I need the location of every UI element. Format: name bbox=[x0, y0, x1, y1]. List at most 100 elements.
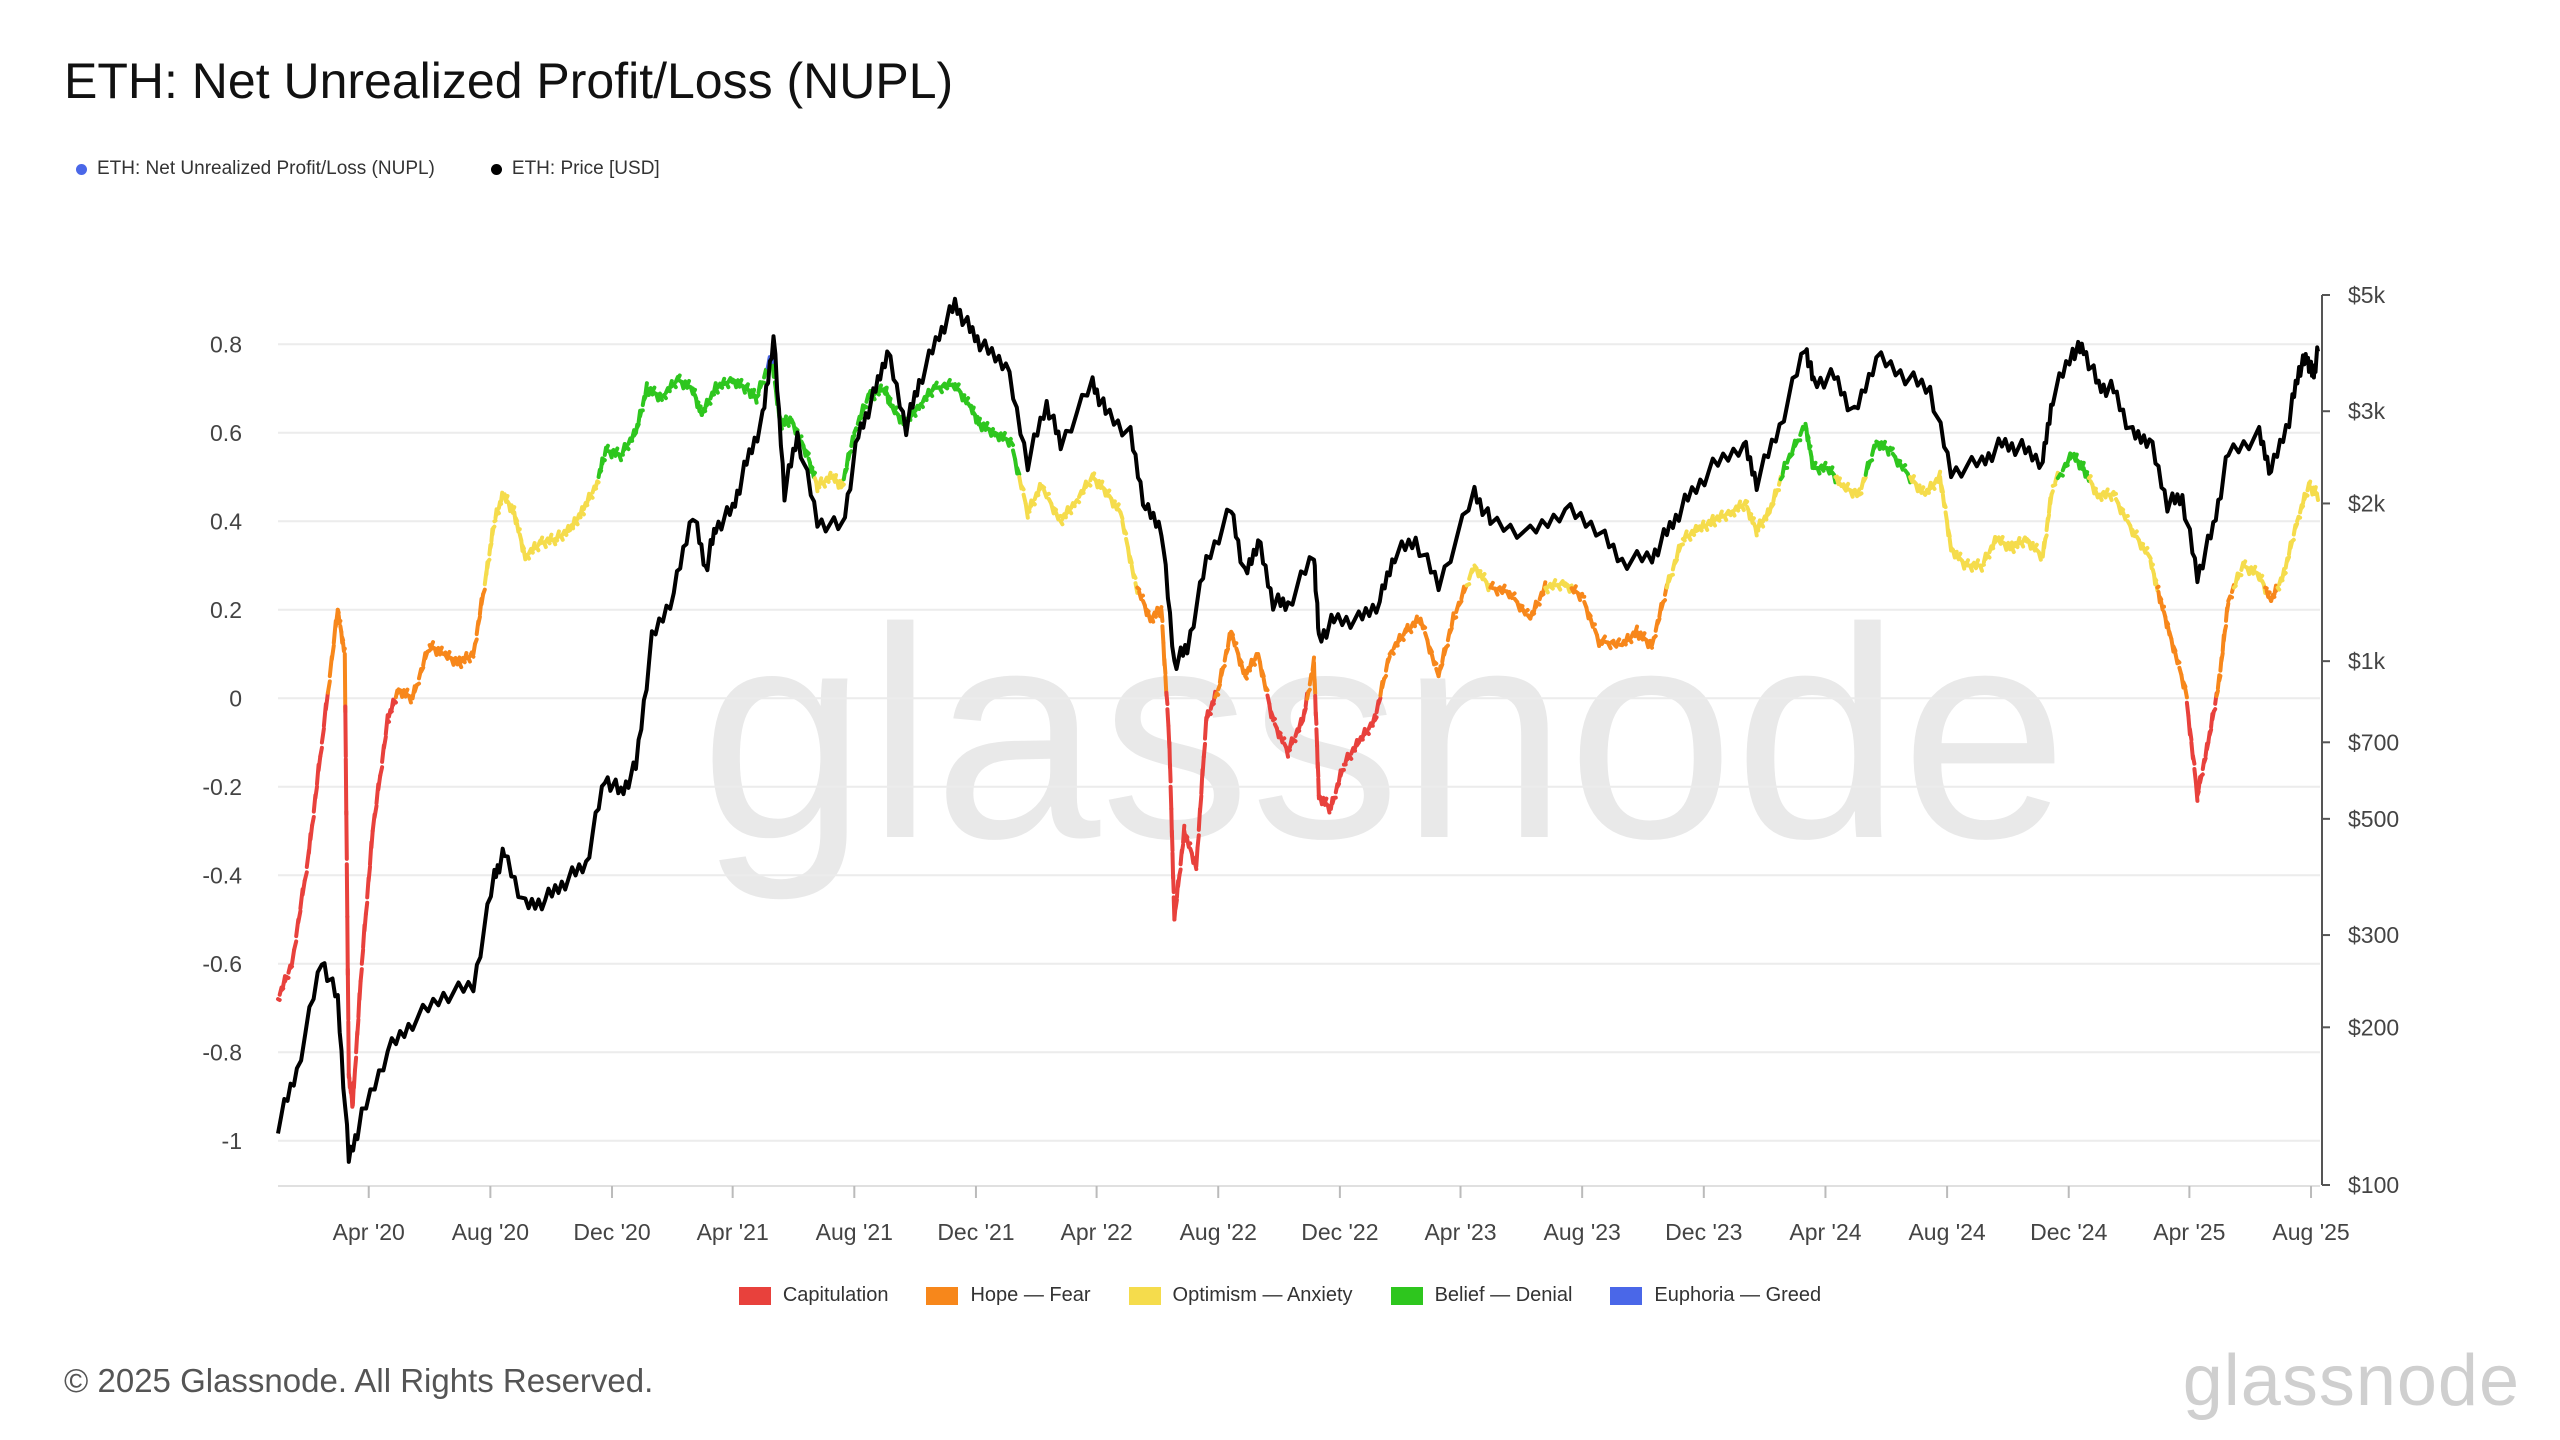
nupl-segment bbox=[1910, 474, 1916, 482]
nupl-segment bbox=[2219, 651, 2225, 663]
nupl-segment bbox=[815, 483, 822, 490]
y-axis-labels-right: $5k $3k $2k $1k $700 $500 $300 $200 $100 bbox=[2348, 282, 2399, 1198]
x-axis-labels: Apr '20 Aug '20 Dec '20 Apr '21 Aug '21 Dec '… bbox=[333, 1219, 2350, 1245]
nupl-segment bbox=[1881, 439, 1887, 448]
nupl-segment bbox=[1271, 716, 1277, 723]
nupl-segment bbox=[2183, 687, 2189, 700]
nupl-segment bbox=[595, 479, 601, 485]
nupl-segment bbox=[403, 687, 410, 696]
nupl-segment bbox=[1221, 663, 1227, 670]
x-tick-label: Aug '23 bbox=[1544, 1219, 1621, 1245]
zone-item-optimism-anxiety[interactable]: Optimism — Anxiety bbox=[1128, 1284, 1353, 1307]
nupl-segment bbox=[284, 975, 291, 980]
nupl-segment bbox=[1750, 516, 1756, 523]
nupl-segment bbox=[1567, 583, 1574, 589]
nupl-segment bbox=[348, 1086, 354, 1092]
nupl-segment bbox=[2043, 533, 2049, 541]
nupl-segment bbox=[1179, 842, 1186, 856]
nupl-segment bbox=[1114, 502, 1121, 509]
nupl-segment bbox=[2045, 513, 2051, 524]
nupl-segment bbox=[1939, 483, 1945, 494]
nupl-segment bbox=[1039, 483, 1047, 490]
nupl-segment bbox=[1322, 796, 1329, 805]
nupl-segment bbox=[2251, 564, 2258, 573]
nupl-segment bbox=[1560, 581, 1568, 588]
nupl-segment bbox=[2199, 772, 2205, 778]
nupl-segment bbox=[491, 524, 497, 530]
zone-item-hope-fear[interactable]: Hope — Fear bbox=[926, 1284, 1091, 1307]
nupl-segment bbox=[1160, 624, 1166, 645]
nupl-segment bbox=[1535, 601, 1542, 607]
nupl-segment bbox=[862, 404, 869, 410]
x-tick-label: Dec '22 bbox=[1301, 1219, 1378, 1245]
nupl-segment bbox=[1195, 833, 1201, 851]
nupl-segment bbox=[2132, 529, 2139, 536]
nupl-segment bbox=[1739, 503, 1746, 512]
nupl-segment bbox=[2202, 756, 2208, 765]
nupl-segment bbox=[1243, 674, 1249, 681]
y-tick-label: -0.8 bbox=[202, 1039, 242, 1065]
nupl-segment bbox=[344, 809, 349, 861]
nupl-segment bbox=[937, 385, 944, 395]
nupl-segment bbox=[1056, 513, 1063, 519]
x-tick-label: Aug '20 bbox=[452, 1219, 529, 1245]
nupl-segment bbox=[1636, 630, 1643, 636]
nupl-segment bbox=[1469, 566, 1477, 575]
nupl-segment bbox=[1888, 446, 1895, 453]
nupl-segment bbox=[1651, 634, 1658, 640]
nupl-segment bbox=[976, 416, 982, 424]
nupl-segment bbox=[488, 541, 494, 550]
zone-item-capitulation[interactable]: Capitulation bbox=[738, 1284, 889, 1307]
nupl-segment bbox=[345, 914, 350, 977]
nupl-segment bbox=[429, 640, 435, 649]
nupl-segment bbox=[1555, 582, 1563, 592]
nupl-segment bbox=[344, 862, 350, 919]
nupl-segment bbox=[302, 870, 309, 883]
nupl-segment bbox=[1661, 598, 1667, 604]
nupl-segment bbox=[1207, 710, 1213, 717]
nupl-segment bbox=[1608, 638, 1616, 645]
nupl-segment bbox=[1399, 635, 1406, 642]
zone-item-belief-denial[interactable]: Belief — Denial bbox=[1390, 1284, 1572, 1307]
nupl-segment bbox=[1505, 589, 1512, 600]
nupl-segment bbox=[1411, 623, 1417, 629]
nupl-segment bbox=[1159, 607, 1165, 623]
nupl-segment bbox=[1122, 528, 1129, 536]
nupl-segment bbox=[466, 655, 472, 664]
nupl-segment bbox=[1805, 433, 1811, 440]
axes bbox=[278, 294, 2330, 1198]
nupl-segment bbox=[675, 373, 682, 382]
nupl-segment bbox=[1118, 510, 1125, 521]
nupl-segment bbox=[1787, 452, 1795, 460]
legend-item-price[interactable]: ETH: Price [USD] bbox=[490, 158, 660, 180]
nupl-segment bbox=[1523, 608, 1530, 614]
x-tick-label: Dec '21 bbox=[937, 1219, 1014, 1245]
nupl-segment bbox=[1031, 500, 1037, 507]
nupl-segment bbox=[1183, 833, 1190, 840]
nupl-segment bbox=[1707, 521, 1713, 527]
nupl-segment bbox=[2299, 504, 2305, 510]
legend-item-nupl[interactable]: ETH: Net Unrealized Profit/Loss (NUPL) bbox=[76, 158, 435, 180]
right-tick-label: $1k bbox=[2348, 648, 2386, 674]
nupl-segment bbox=[1690, 531, 1697, 537]
nupl-segment bbox=[1769, 502, 1776, 509]
nupl-segment bbox=[2228, 594, 2234, 600]
nupl-segment bbox=[414, 681, 421, 687]
nupl-segment bbox=[932, 380, 939, 391]
zone-item-euphoria-greed[interactable]: Euphoria — Greed bbox=[1610, 1284, 1821, 1307]
zone-label-capitulation: Capitulation bbox=[782, 1284, 889, 1306]
nupl-segment bbox=[1686, 533, 1693, 542]
nupl-segment bbox=[750, 387, 757, 396]
nupl-segment bbox=[2247, 565, 2254, 571]
price-line bbox=[276, 296, 2320, 1164]
nupl-segment bbox=[1488, 580, 1495, 590]
glassnode-logo[interactable]: glassnode bbox=[2182, 1341, 2520, 1421]
nupl-segment bbox=[624, 444, 631, 452]
nupl-segment bbox=[319, 726, 326, 745]
nupl-segment bbox=[1263, 685, 1270, 693]
nupl-segment bbox=[2028, 540, 2035, 546]
nupl-segment bbox=[642, 394, 648, 402]
nupl-segment bbox=[2207, 727, 2214, 737]
nupl-segment bbox=[1915, 483, 1922, 488]
nupl-segment bbox=[363, 900, 370, 916]
